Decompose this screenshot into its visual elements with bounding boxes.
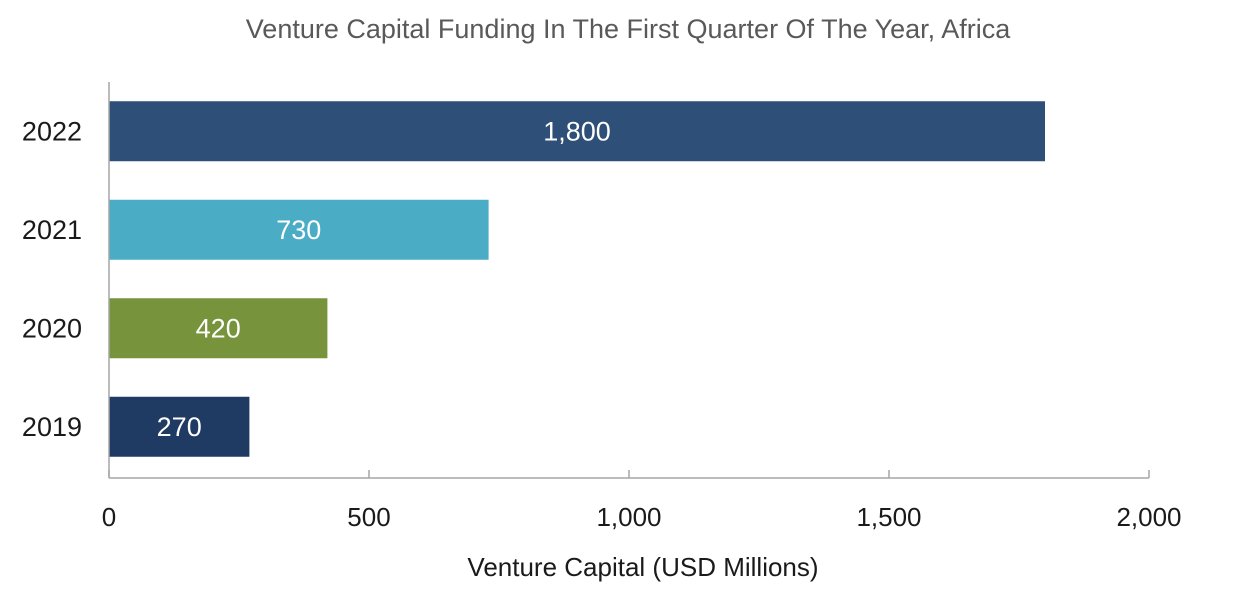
bar-2021	[109, 199, 489, 260]
category-label-2020: 2020	[22, 313, 82, 343]
data-label-2020: 420	[196, 313, 241, 343]
data-label-2021: 730	[276, 215, 321, 245]
x-tick-label: 1,500	[856, 502, 921, 532]
x-tick-label: 0	[102, 502, 116, 532]
x-tick-label: 500	[347, 502, 390, 532]
x-axis-title: Venture Capital (USD Millions)	[467, 552, 818, 582]
bar-2020	[109, 298, 328, 359]
chart-title: Venture Capital Funding In The First Qua…	[246, 14, 1011, 44]
bar-2019	[109, 396, 250, 457]
category-label-2021: 2021	[22, 215, 82, 245]
data-label-2019: 270	[157, 412, 202, 442]
category-label-2022: 2022	[22, 116, 82, 146]
axis-layer: 0 500 1,000 1,500 2,000	[102, 82, 1182, 532]
category-label-2019: 2019	[22, 412, 82, 442]
bars-layer: 1,800 2022 730 2021 420 2020 270 2019	[22, 101, 1045, 457]
bar-2022	[109, 101, 1045, 162]
data-label-2022: 1,800	[543, 116, 611, 146]
x-tick-label: 2,000	[1116, 502, 1181, 532]
x-tick-label: 1,000	[596, 502, 661, 532]
